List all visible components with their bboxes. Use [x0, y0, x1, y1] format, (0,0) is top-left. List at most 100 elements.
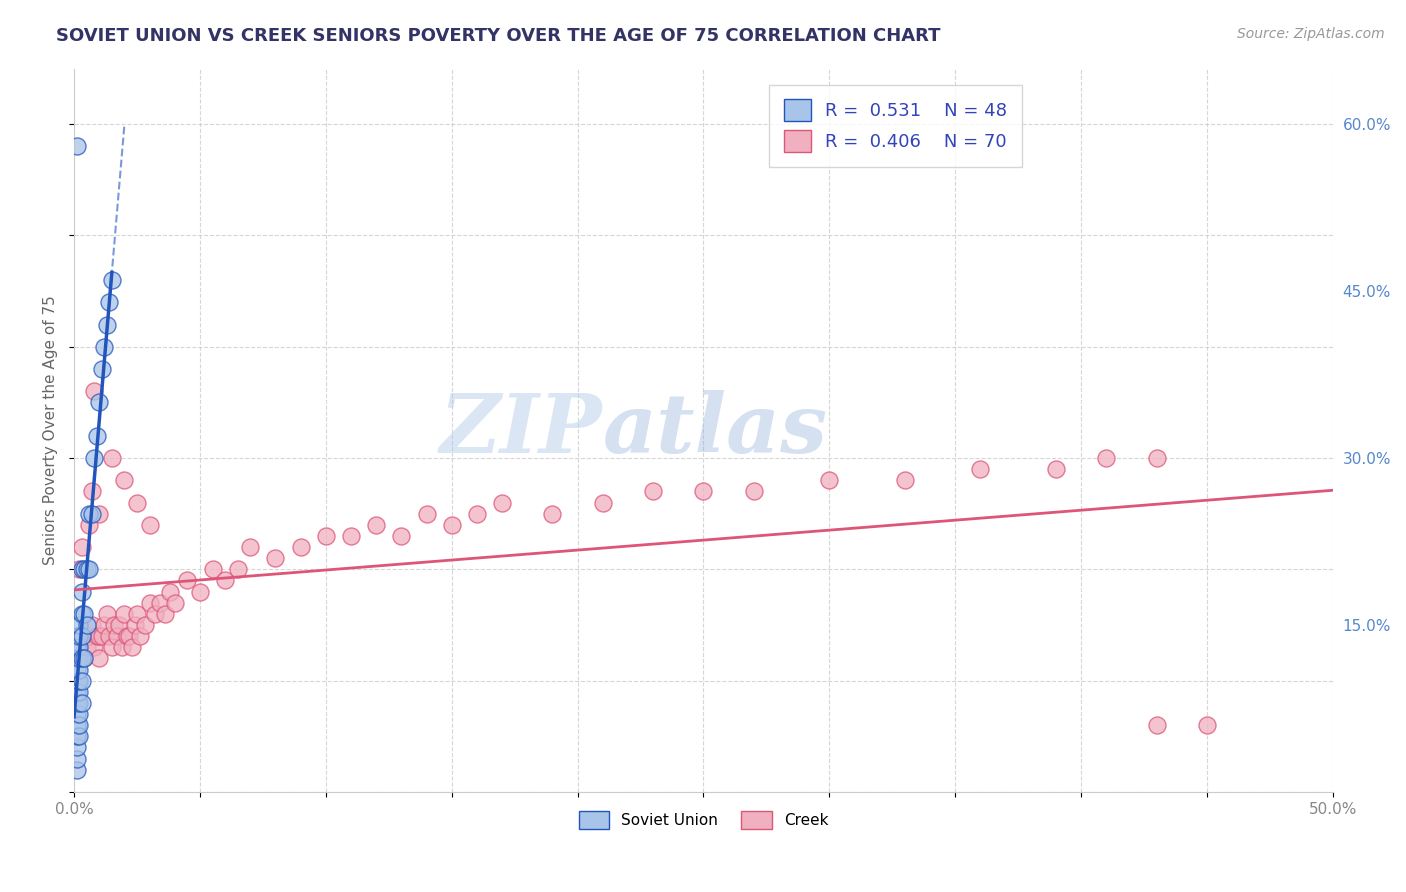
Point	[70, 629, 93, 643]
Point	[643, 484, 665, 499]
Point	[67, 618, 90, 632]
Point	[1095, 451, 1118, 466]
Point	[93, 618, 115, 632]
Text: ZIP: ZIP	[440, 390, 603, 470]
Point	[125, 495, 148, 509]
Point	[83, 451, 105, 466]
Point	[143, 607, 166, 621]
Point	[440, 517, 463, 532]
Point	[105, 629, 128, 643]
Point	[67, 707, 90, 722]
Point	[138, 596, 160, 610]
Text: Source: ZipAtlas.com: Source: ZipAtlas.com	[1237, 27, 1385, 41]
Point	[969, 462, 991, 476]
Point	[65, 729, 87, 743]
Point	[80, 618, 103, 632]
Point	[70, 584, 93, 599]
Point	[214, 574, 236, 588]
Point	[76, 618, 98, 632]
Point	[1195, 718, 1218, 732]
Point	[692, 484, 714, 499]
Point	[491, 495, 513, 509]
Point	[70, 696, 93, 710]
Point	[67, 729, 90, 743]
Point	[149, 596, 172, 610]
Point	[77, 562, 100, 576]
Legend: Soviet Union, Creek: Soviet Union, Creek	[572, 805, 835, 835]
Point	[118, 629, 141, 643]
Point	[73, 562, 96, 576]
Point	[73, 651, 96, 665]
Point	[73, 607, 96, 621]
Point	[77, 517, 100, 532]
Point	[80, 507, 103, 521]
Text: SOVIET UNION VS CREEK SENIORS POVERTY OVER THE AGE OF 75 CORRELATION CHART: SOVIET UNION VS CREEK SENIORS POVERTY OV…	[56, 27, 941, 45]
Point	[65, 696, 87, 710]
Point	[101, 451, 124, 466]
Point	[163, 596, 186, 610]
Point	[592, 495, 614, 509]
Point	[70, 651, 93, 665]
Point	[65, 629, 87, 643]
Point	[340, 529, 363, 543]
Point	[90, 362, 112, 376]
Point	[65, 740, 87, 755]
Point	[65, 651, 87, 665]
Point	[65, 685, 87, 699]
Point	[101, 273, 124, 287]
Point	[70, 562, 93, 576]
Point	[65, 663, 87, 677]
Point	[67, 651, 90, 665]
Point	[389, 529, 412, 543]
Point	[128, 629, 150, 643]
Point	[111, 640, 134, 655]
Point	[153, 607, 176, 621]
Point	[103, 618, 125, 632]
Point	[89, 507, 111, 521]
Point	[115, 629, 138, 643]
Point	[114, 607, 136, 621]
Point	[93, 340, 115, 354]
Point	[76, 640, 98, 655]
Point	[1045, 462, 1067, 476]
Point	[114, 473, 136, 487]
Point	[541, 507, 564, 521]
Text: atlas: atlas	[603, 390, 828, 470]
Point	[65, 763, 87, 777]
Point	[239, 540, 262, 554]
Point	[465, 507, 488, 521]
Point	[77, 507, 100, 521]
Point	[67, 696, 90, 710]
Point	[98, 295, 121, 310]
Point	[77, 629, 100, 643]
Point	[315, 529, 337, 543]
Point	[67, 685, 90, 699]
Point	[86, 429, 108, 443]
Point	[65, 673, 87, 688]
Point	[121, 640, 143, 655]
Point	[101, 640, 124, 655]
Point	[176, 574, 198, 588]
Point	[83, 384, 105, 399]
Point	[76, 562, 98, 576]
Point	[65, 718, 87, 732]
Point	[67, 629, 90, 643]
Point	[89, 651, 111, 665]
Point	[70, 607, 93, 621]
Point	[67, 673, 90, 688]
Point	[201, 562, 224, 576]
Point	[89, 629, 111, 643]
Point	[73, 651, 96, 665]
Point	[138, 517, 160, 532]
Point	[108, 618, 131, 632]
Point	[264, 551, 287, 566]
Point	[86, 629, 108, 643]
Point	[98, 629, 121, 643]
Point	[188, 584, 211, 599]
Point	[124, 618, 146, 632]
Point	[65, 751, 87, 765]
Point	[366, 517, 388, 532]
Point	[65, 707, 87, 722]
Point	[742, 484, 765, 499]
Point	[67, 562, 90, 576]
